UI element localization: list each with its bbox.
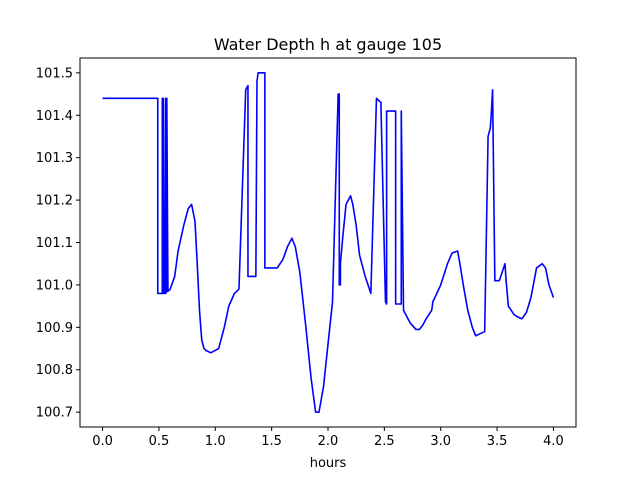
y-tick-label: 101.1 xyxy=(36,236,73,251)
y-tick-label: 101.3 xyxy=(36,151,73,166)
y-axis: 100.7 100.8 100.9 101.0 101.1 101.2 101.3 101.4… xyxy=(36,66,80,421)
x-tick-label: 1.0 xyxy=(205,434,226,449)
x-tick-label: 2.0 xyxy=(318,434,339,449)
x-axis-label: hours xyxy=(310,456,347,471)
x-tick-label: 3.0 xyxy=(430,434,451,449)
x-tick-label: 2.5 xyxy=(374,434,395,449)
x-tick-label: 1.5 xyxy=(261,434,282,449)
y-tick-label: 100.9 xyxy=(36,321,73,336)
chart-title: Water Depth h at gauge 105 xyxy=(214,35,442,54)
y-tick-label: 101.2 xyxy=(36,194,73,209)
y-tick-label: 101.0 xyxy=(36,278,73,293)
y-tick-label: 101.5 xyxy=(36,66,73,81)
x-tick-label: 0.0 xyxy=(92,434,113,449)
x-tick-label: 4.0 xyxy=(543,434,564,449)
y-tick-label: 100.8 xyxy=(36,363,73,378)
x-axis: 0.0 0.5 1.0 1.5 2.0 2.5 3.0 3.5 4.0 xyxy=(92,427,564,449)
y-tick-label: 100.7 xyxy=(36,406,73,421)
series-line-0 xyxy=(102,72,555,413)
x-tick-label: 3.5 xyxy=(487,434,508,449)
y-tick-label: 101.4 xyxy=(36,109,73,124)
x-tick-label: 0.5 xyxy=(149,434,170,449)
